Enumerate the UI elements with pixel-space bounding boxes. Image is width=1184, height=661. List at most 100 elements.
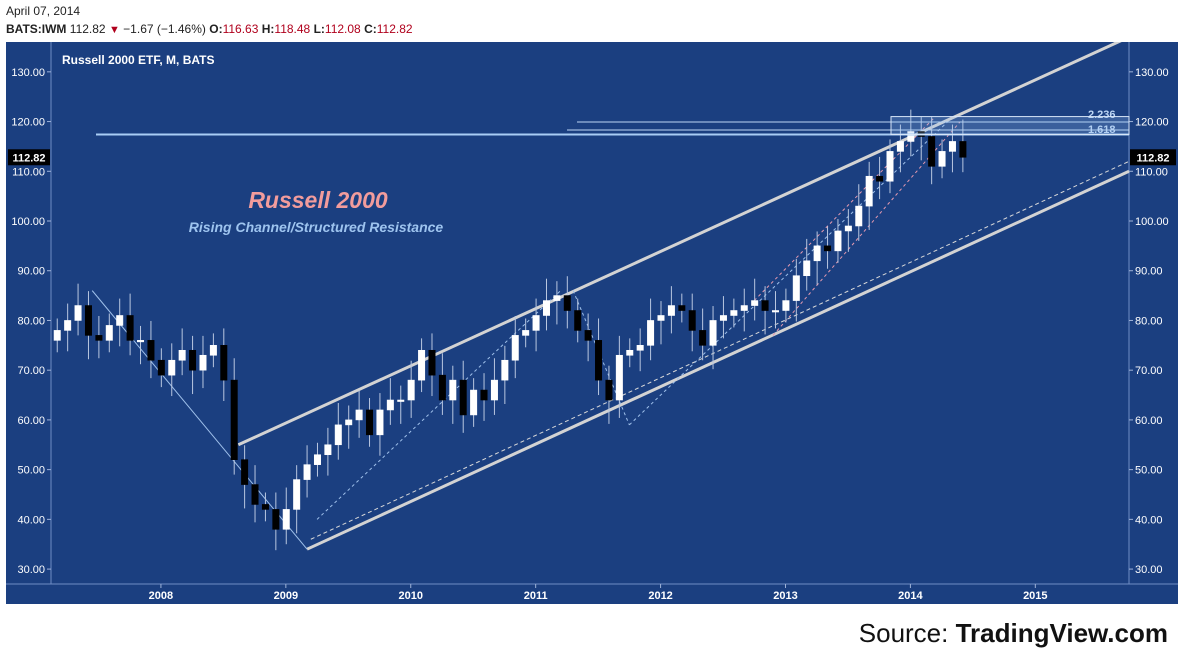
close-value: 112.82	[376, 22, 413, 36]
candle-down	[230, 379, 238, 460]
y-tick-label: 70.00	[1135, 365, 1163, 377]
y-tick-label: 30.00	[1135, 564, 1163, 576]
candle-down	[584, 330, 592, 341]
channel-support-line	[306, 169, 1130, 551]
candle-down	[95, 335, 103, 341]
candle-up	[397, 399, 405, 402]
candle-up	[407, 379, 415, 401]
candle-down	[126, 315, 134, 341]
y-tick-label: 30.00	[17, 564, 45, 576]
candle-up	[313, 454, 321, 465]
price-change: −1.67 (−1.46%)	[123, 22, 206, 36]
candle-down	[688, 310, 696, 331]
candle-up	[137, 340, 145, 343]
last-price-tag-label: 112.82	[1136, 152, 1169, 164]
candle-up	[667, 305, 675, 316]
candle-up	[324, 444, 332, 456]
candle-down	[761, 300, 769, 311]
annotation-subtitle: Rising Channel/Structured Resistance	[189, 219, 444, 235]
candle-up	[449, 379, 457, 401]
candle-up	[282, 509, 290, 530]
candle-up	[386, 399, 394, 411]
left-price-axis: 30.00 40.00 50.00 60.00 70.00 80.00 90.00 100.0…	[8, 67, 51, 576]
candle-up	[615, 354, 623, 401]
candle-up	[74, 305, 82, 321]
y-tick-label: 130.00	[11, 67, 45, 79]
resistance-overlay: 2.236 1.618	[96, 109, 1130, 136]
y-tick-label: 90.00	[17, 266, 45, 278]
candle-up	[334, 424, 342, 446]
candle-up	[844, 225, 852, 232]
x-tick-label: 2011	[524, 590, 548, 602]
candle-up	[792, 275, 800, 301]
candle-up	[740, 305, 748, 311]
candle-up	[168, 359, 176, 376]
candle-down	[438, 374, 446, 401]
candle-down	[824, 245, 832, 252]
candle-down	[261, 504, 269, 510]
source-prefix: Source:	[858, 618, 956, 648]
y-tick-label: 120.00	[1135, 117, 1169, 129]
candle-down	[480, 389, 488, 401]
fib-helper-line	[629, 121, 949, 426]
candle-down	[928, 136, 936, 167]
candle-up	[501, 359, 509, 381]
candle-down	[84, 305, 92, 336]
candle-up	[553, 295, 561, 301]
candle-down	[241, 459, 249, 485]
x-tick-label: 2009	[274, 590, 298, 602]
candle-down	[574, 310, 582, 331]
candle-up	[636, 345, 644, 351]
close-label: C:	[364, 22, 377, 36]
trend-lines	[91, 42, 1130, 551]
candle-up	[657, 315, 665, 321]
y-tick-label: 70.00	[17, 365, 45, 377]
price-chart[interactable]: 30.00 40.00 50.00 60.00 70.00 80.00 90.00 100.0…	[0, 42, 1184, 606]
candle-up	[199, 354, 207, 371]
open-value: 116.63	[222, 22, 259, 36]
candle-up	[376, 409, 384, 436]
y-tick-label: 50.00	[17, 465, 45, 477]
channel-resistance-line	[237, 42, 1122, 447]
candle-down	[459, 379, 467, 416]
x-tick-label: 2013	[773, 590, 797, 602]
y-tick-label: 130.00	[1135, 67, 1169, 79]
candle-up	[896, 141, 904, 152]
candle-down	[272, 509, 280, 530]
candle-up	[647, 320, 655, 346]
x-tick-label: 2012	[648, 590, 672, 602]
x-tick-label: 2015	[1023, 590, 1047, 602]
dashed-trend-line	[310, 160, 1130, 540]
y-tick-label: 110.00	[1135, 166, 1168, 178]
candle-up	[948, 141, 956, 152]
candle-up	[865, 175, 873, 207]
candle-up	[209, 345, 217, 356]
candle-up	[907, 131, 915, 142]
candle-down	[251, 484, 259, 505]
candle-up	[751, 300, 759, 306]
y-tick-label: 90.00	[1135, 266, 1163, 278]
candle-up	[532, 315, 540, 331]
chart-title: Russell 2000 ETF, M, BATS	[62, 53, 215, 67]
x-tick-label: 2010	[399, 590, 423, 602]
chart-background	[6, 42, 1178, 604]
y-tick-label: 120.00	[11, 117, 45, 129]
candle-up	[938, 151, 946, 167]
right-price-axis: 30.00 40.00 50.00 60.00 70.00 80.00 90.00 100.0…	[1129, 67, 1176, 576]
candle-down	[157, 359, 165, 376]
candle-up	[626, 349, 634, 356]
candle-down	[876, 175, 884, 182]
source-credit: Source: TradingView.com	[859, 618, 1168, 649]
candle-up	[418, 349, 426, 381]
candle-up	[53, 330, 61, 341]
candle-up	[178, 349, 186, 361]
ticker-symbol: BATS:IWM	[6, 22, 67, 36]
candle-down	[147, 340, 155, 361]
mini-channel-line	[753, 116, 936, 301]
last-price-tag	[8, 149, 50, 166]
y-tick-label: 40.00	[17, 514, 45, 526]
candle-up	[813, 245, 821, 262]
fib-helper-line	[316, 290, 561, 520]
high-label: H:	[261, 22, 275, 36]
candle-up	[719, 315, 727, 321]
